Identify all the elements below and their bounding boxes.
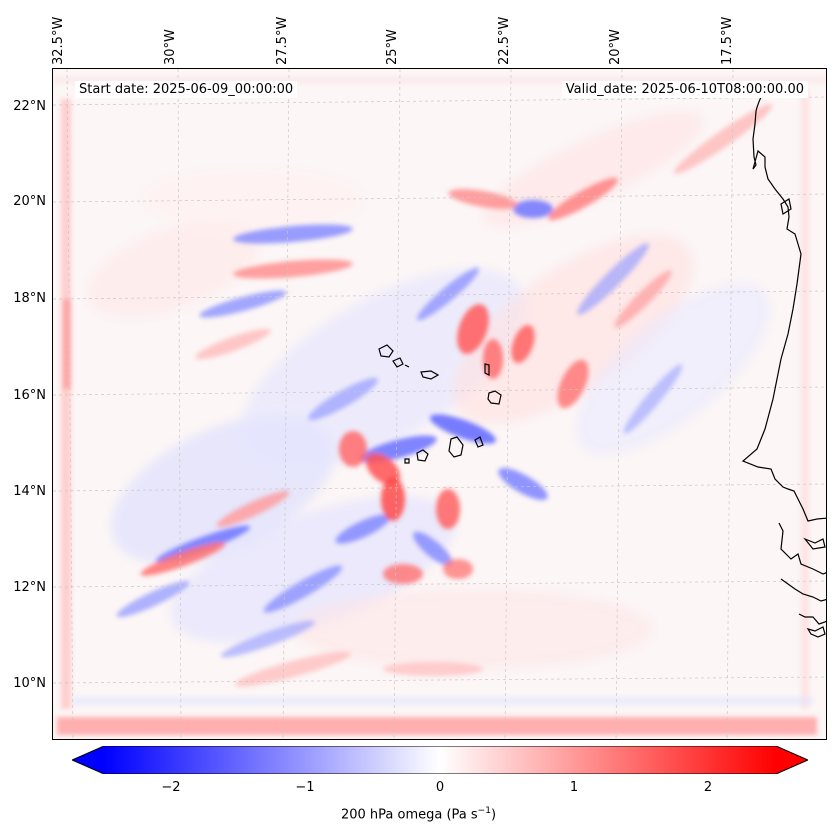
colorbar-tick-1: 1 (569, 780, 579, 795)
lat-label-12n: 12°N (13, 580, 46, 595)
colorbar-title: 200 hPa omega (Pa s−1) (340, 806, 497, 823)
lat-label-18n: 18°N (13, 291, 46, 306)
lon-label-25w: 25°W (385, 29, 400, 65)
colorbar-tick-2: 2 (703, 780, 713, 795)
lon-label-22-5w: 22.5°W (497, 16, 512, 65)
colorbar-tick-neg1: −1 (295, 780, 315, 795)
colorbar (70, 745, 810, 778)
graticule (53, 69, 826, 739)
map-panel[interactable]: Start date: 2025-06-09_00:00:00 Valid_da… (52, 68, 827, 740)
coastline (378, 80, 826, 638)
boundary-band (53, 77, 826, 735)
valid-date-label: Valid_date: 2025-06-10T08:00:00.00 (561, 81, 808, 98)
omega-field-map[interactable] (53, 69, 827, 740)
lat-label-14n: 14°N (13, 484, 46, 499)
colorbar-tick-neg2: −2 (161, 780, 181, 795)
lat-label-22n: 22°N (13, 99, 46, 114)
lon-label-27-5w: 27.5°W (275, 16, 290, 65)
lat-label-10n: 10°N (13, 676, 46, 691)
colorbar-svg (70, 745, 810, 778)
colorbar-min-extend (72, 746, 104, 774)
start-date-label: Start date: 2025-06-09_00:00:00 (75, 81, 298, 98)
lon-label-20w: 20°W (608, 29, 623, 65)
lat-label-20n: 20°N (13, 194, 46, 209)
lon-label-17-5w: 17.5°W (720, 16, 735, 65)
lon-label-30w: 30°W (163, 29, 178, 65)
lon-label-32-5w: 32.5°W (51, 16, 66, 65)
colorbar-body (104, 746, 776, 774)
colorbar-tick-0: 0 (435, 780, 445, 795)
colorbar-max-extend (776, 746, 808, 774)
lat-label-16n: 16°N (13, 388, 46, 403)
strong-anomalies (116, 103, 773, 687)
